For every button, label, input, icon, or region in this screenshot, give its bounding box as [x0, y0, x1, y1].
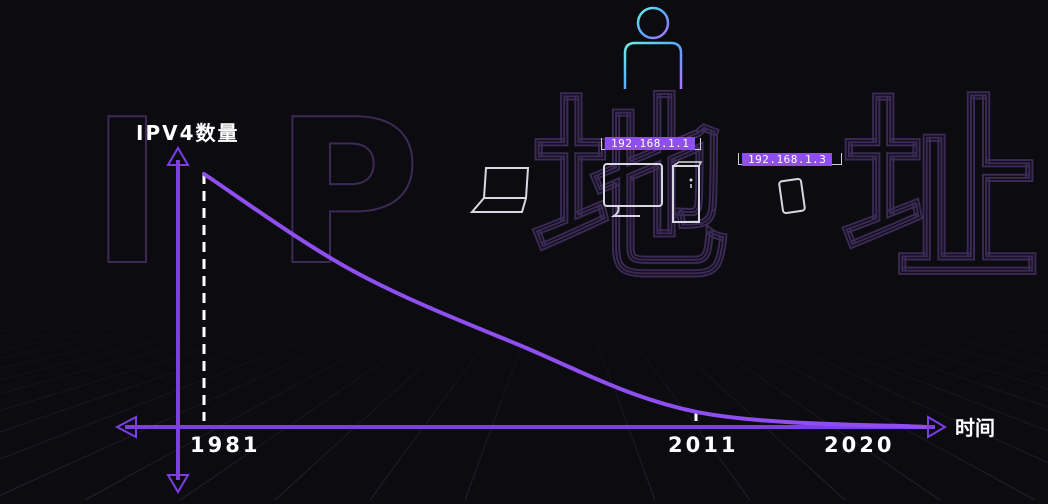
- phone-icon: [778, 178, 806, 214]
- ip-label-phone: 192.168.1.3: [742, 153, 833, 166]
- user-icon: [621, 6, 685, 94]
- x-axis-left-arrow: [114, 415, 137, 439]
- x-tick-2020: 2020: [824, 433, 895, 457]
- laptop-icon: [470, 167, 530, 213]
- x-tick-2011: 2011: [668, 433, 739, 457]
- y-axis-label: IPV4数量: [136, 121, 240, 145]
- x-axis-label: 时间: [955, 416, 995, 440]
- x-axis-right-arrow: [927, 415, 947, 439]
- ip-label-computer: 192.168.1.1: [605, 137, 696, 150]
- y-axis-down-arrow: [166, 474, 190, 494]
- desktop-computer-icon: [603, 163, 663, 217]
- pc-tower-icon: [672, 161, 703, 223]
- y-axis-up-arrow: [166, 146, 190, 166]
- x-tick-1981: 1981: [190, 433, 261, 457]
- perspective-grid: [0, 289, 1048, 501]
- background-title: I P 地 址: [90, 77, 1048, 310]
- chart-axes: [114, 146, 947, 494]
- ipv4-curve: [202, 172, 927, 429]
- chart-markers: [202, 174, 698, 421]
